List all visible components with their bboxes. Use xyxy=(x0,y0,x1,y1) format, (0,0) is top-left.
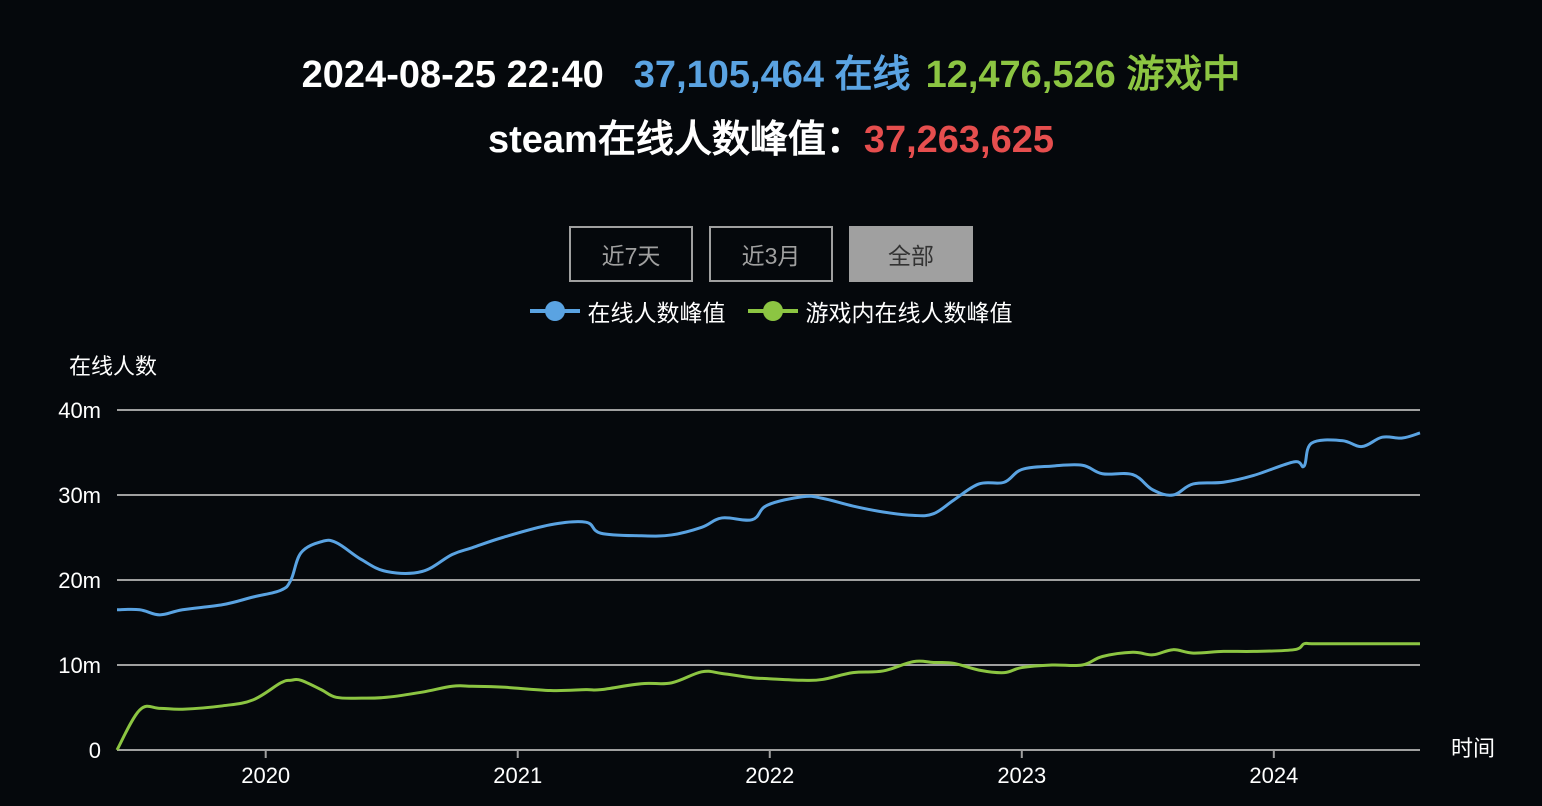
range-3months-button[interactable]: 近3月 xyxy=(709,226,833,282)
y-tick-label: 30m xyxy=(58,483,101,508)
range-7days-button[interactable]: 近7天 xyxy=(569,226,693,282)
y-tick-label: 10m xyxy=(58,653,101,678)
range-all-button[interactable]: 全部 xyxy=(849,226,973,282)
legend-line-dot-icon xyxy=(529,301,580,321)
peak-stats: steam在线人数峰值：37,263,625 xyxy=(0,113,1542,167)
x-tick-label: 2023 xyxy=(997,763,1046,788)
x-tick-label: 2024 xyxy=(1249,763,1298,788)
legend-item-ingame[interactable]: 游戏内在线人数峰值 xyxy=(747,294,1013,328)
x-tick-label: 2021 xyxy=(493,763,542,788)
online-count: 37,105,464 在线 xyxy=(633,54,911,96)
chart-legend: 在线人数峰值 游戏内在线人数峰值 xyxy=(0,294,1542,328)
y-tick-label: 40m xyxy=(58,398,101,423)
y-axis-title: 在线人数 xyxy=(69,354,157,379)
header: 2024-08-25 22:40 37,105,464 在线 12,476,526 … xyxy=(0,48,1542,167)
range-selector: 近7天 近3月 全部 xyxy=(0,226,1542,282)
x-tick-label: 2020 xyxy=(241,763,290,788)
current-stats: 2024-08-25 22:40 37,105,464 在线 12,476,526 … xyxy=(0,48,1542,102)
x-axis-title: 时间 xyxy=(1451,736,1495,761)
y-tick-label: 20m xyxy=(58,568,101,593)
x-axis-ticks: 2020 2021 2022 2023 2024 xyxy=(241,750,1298,788)
y-axis-ticks: 0 10m 20m 30m 40m xyxy=(58,398,101,763)
ingame-peak-line xyxy=(115,641,1420,751)
ingame-count: 12,476,526 游戏中 xyxy=(925,54,1241,96)
gridlines xyxy=(117,409,1420,751)
legend-item-online[interactable]: 在线人数峰值 xyxy=(529,294,726,328)
peak-value: 37,263,625 xyxy=(863,119,1055,161)
online-peak-line xyxy=(116,431,1421,617)
legend-label: 游戏内在线人数峰值 xyxy=(805,300,1013,326)
y-tick-label: 0 xyxy=(89,738,101,763)
legend-line-dot-icon xyxy=(747,301,798,321)
x-tick-label: 2022 xyxy=(745,763,794,788)
peak-label: steam在线人数峰值： xyxy=(487,119,864,161)
series-lines xyxy=(115,431,1421,751)
timestamp: 2024-08-25 22:40 xyxy=(301,54,604,96)
legend-label: 在线人数峰值 xyxy=(587,300,726,326)
